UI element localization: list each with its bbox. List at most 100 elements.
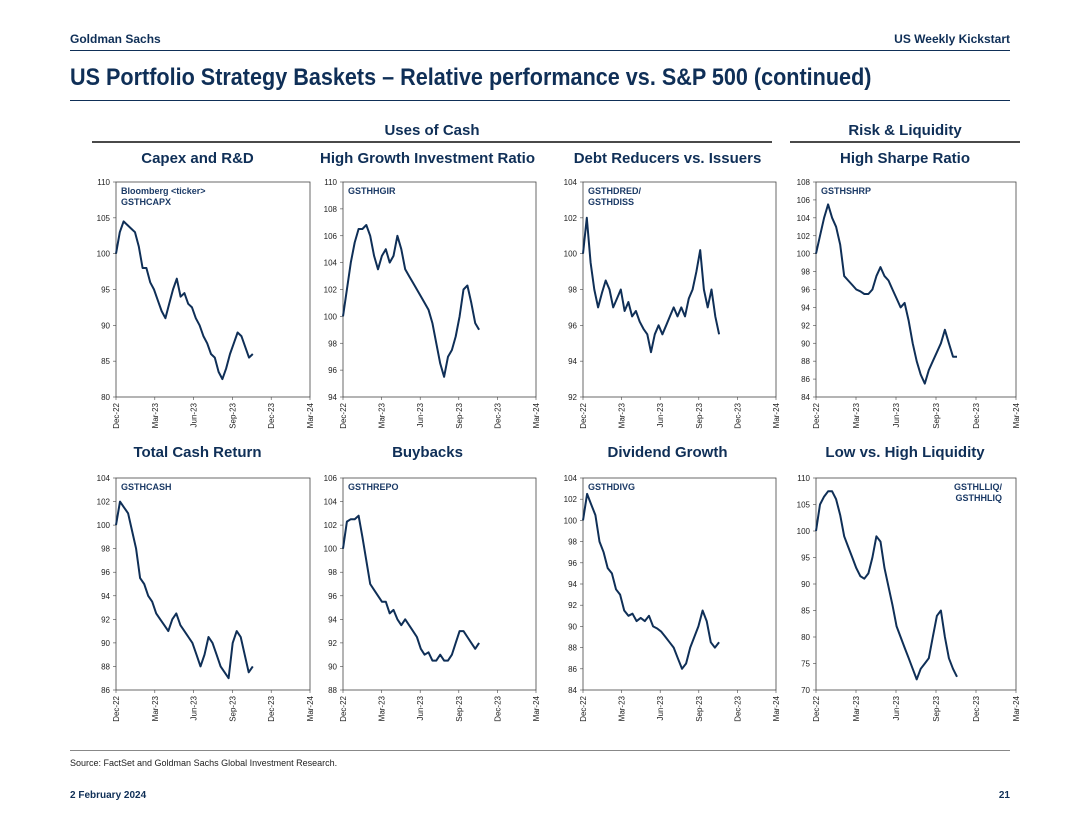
chart-6-xtick-label: Dec-22 bbox=[339, 695, 348, 721]
chart-7-title: Dividend Growth bbox=[607, 444, 728, 461]
chart-6-xtick-label: Mar-23 bbox=[378, 695, 387, 721]
chart-4-ytick-label: 86 bbox=[801, 375, 810, 384]
chart-5-ytick-label: 96 bbox=[101, 568, 110, 577]
group-uses-of-cash: Uses of Cash bbox=[384, 122, 480, 139]
chart-1-ytick-label: 95 bbox=[101, 286, 110, 295]
chart-8-plot-frame bbox=[815, 477, 1017, 691]
chart-5-ytick-label: 100 bbox=[97, 521, 111, 530]
chart-7-svg: 84 86 88 90 92 94 96 98 100 102 104 Dec-22 Mar-23 Jun… bbox=[564, 474, 781, 722]
chart-1-xtick-label: Sep-23 bbox=[228, 402, 237, 428]
chart-5-xtick-label: Mar-23 bbox=[151, 695, 160, 721]
chart-1-xtick-label: Dec-23 bbox=[267, 402, 276, 428]
chart-4-svg: 84 86 88 90 92 94 96 98 100 102 104 106 108 Dec-22 Mar… bbox=[797, 178, 1021, 429]
chart-2-ytick-label: 108 bbox=[324, 205, 338, 214]
chart-5-title: Total Cash Return bbox=[133, 444, 262, 461]
chart-2-series-tag: GSTHHGIR bbox=[348, 186, 396, 196]
chart-1-ytick-label: 105 bbox=[97, 214, 111, 223]
chart-3-series-tag: GSTHDRED/ bbox=[588, 186, 642, 196]
chart-8-ytick-label: 105 bbox=[797, 501, 811, 510]
chart-2-ytick-label: 96 bbox=[328, 366, 337, 375]
chart-2-series-line bbox=[342, 224, 480, 378]
chart-8-xtick-label: Mar-24 bbox=[1012, 695, 1021, 721]
group-risk-liquidity: Risk & Liquidity bbox=[848, 122, 962, 139]
chart-7-ytick-label: 90 bbox=[568, 622, 577, 631]
chart-5-svg: 86 88 90 92 94 96 98 100 102 104 Dec-22 Mar-23 Jun-2… bbox=[97, 474, 315, 722]
chart-6-ytick-label: 102 bbox=[324, 521, 338, 530]
chart-3-series-line bbox=[582, 216, 721, 354]
chart-3-xtick-label: Mar-23 bbox=[618, 402, 627, 428]
chart-6-ytick-label: 104 bbox=[324, 498, 338, 507]
chart-4-series-line bbox=[815, 203, 957, 385]
chart-3-xtick-label: Dec-22 bbox=[579, 402, 588, 428]
chart-7-xtick-label: Dec-22 bbox=[579, 695, 588, 721]
chart-4-xtick-label: Dec-23 bbox=[972, 402, 981, 428]
chart-7-xtick-label: Sep-23 bbox=[695, 695, 704, 721]
chart-4-plot-frame bbox=[815, 181, 1017, 398]
chart-5-xtick-label: Jun-23 bbox=[190, 695, 199, 720]
chart-7-plot-frame bbox=[582, 477, 777, 691]
chart-7-xtick-label: Jun-23 bbox=[656, 695, 665, 720]
chart-5-ytick-label: 102 bbox=[97, 498, 111, 507]
chart-6-series-tag: GSTHREPO bbox=[348, 482, 399, 492]
chart-5-ytick-label: 94 bbox=[101, 592, 110, 601]
chart-3-xtick-label: Sep-23 bbox=[695, 402, 704, 428]
chart-1-svg: 80 85 90 95 100 105 110 Dec-22 Mar-23 Jun-23 Sep-2… bbox=[97, 178, 315, 429]
chart-6-xtick-label: Dec-23 bbox=[493, 695, 502, 721]
chart-3-ytick-label: 100 bbox=[564, 250, 578, 259]
chart-7-ytick-label: 104 bbox=[564, 474, 578, 483]
chart-8-xtick-label: Dec-23 bbox=[972, 695, 981, 721]
chart-6-ytick-label: 96 bbox=[328, 592, 337, 601]
chart-5-ytick-label: 92 bbox=[101, 615, 110, 624]
chart-2-xtick-label: Dec-22 bbox=[339, 402, 348, 428]
source-note: Source: FactSet and Goldman Sachs Global… bbox=[70, 758, 338, 768]
chart-5-series-tag: GSTHCASH bbox=[121, 482, 172, 492]
report-date: 2 February 2024 bbox=[70, 790, 147, 801]
chart-1-ytick-label: 90 bbox=[101, 321, 110, 330]
footer-rule bbox=[70, 750, 1010, 751]
chart-3-ytick-label: 102 bbox=[564, 214, 578, 223]
chart-1-xtick-label: Jun-23 bbox=[190, 402, 199, 427]
chart-4-xtick-label: Jun-23 bbox=[892, 402, 901, 427]
chart-2-svg: 94 96 98 100 102 104 106 108 110 Dec-22 Mar-23 Jun-… bbox=[324, 178, 541, 429]
chart-2-xtick-label: Mar-23 bbox=[378, 402, 387, 428]
chart-6-ytick-label: 100 bbox=[324, 545, 338, 554]
group-risk-liquidity-rule bbox=[790, 141, 1020, 143]
header-report-name: US Weekly Kickstart bbox=[894, 32, 1010, 46]
chart-3-plot-frame bbox=[582, 181, 777, 398]
header-brand: Goldman Sachs bbox=[70, 32, 161, 46]
chart-3-ytick-label: 92 bbox=[568, 393, 577, 402]
chart-7-ytick-label: 86 bbox=[568, 665, 577, 674]
chart-1-ytick-label: 85 bbox=[101, 357, 110, 366]
chart-2-ytick-label: 94 bbox=[328, 393, 337, 402]
chart-8-ytick-label: 70 bbox=[801, 686, 810, 695]
chart-5-ytick-label: 104 bbox=[97, 474, 111, 483]
chart-1-plot-frame bbox=[115, 181, 311, 398]
chart-4-ytick-label: 92 bbox=[801, 321, 810, 330]
chart-3-svg: 92 94 96 98 100 102 104 Dec-22 Mar-23 Jun-23 Sep-2… bbox=[564, 178, 781, 429]
chart-7-ytick-label: 88 bbox=[568, 644, 577, 653]
chart-6-ytick-label: 88 bbox=[328, 686, 337, 695]
chart-1-series-tag: GSTHCAPX bbox=[121, 197, 171, 207]
chart-4-ytick-label: 102 bbox=[797, 232, 811, 241]
chart-4-ytick-label: 98 bbox=[801, 268, 810, 277]
chart-1-ytick-label: 100 bbox=[97, 250, 111, 259]
chart-7-ytick-label: 100 bbox=[564, 516, 578, 525]
chart-1-title: Capex and R&D bbox=[141, 150, 254, 167]
chart-8-ytick-label: 90 bbox=[801, 580, 810, 589]
chart-8-xtick-label: Dec-22 bbox=[812, 695, 821, 721]
chart-3-ytick-label: 98 bbox=[568, 286, 577, 295]
group-uses-of-cash-rule bbox=[92, 141, 772, 143]
chart-4-ytick-label: 90 bbox=[801, 339, 810, 348]
chart-7-xtick-label: Dec-23 bbox=[733, 695, 742, 721]
chart-3-ytick-label: 96 bbox=[568, 321, 577, 330]
chart-8-ytick-label: 85 bbox=[801, 607, 810, 616]
chart-8-xtick-label: Mar-23 bbox=[852, 695, 861, 721]
chart-2-xtick-label: Mar-24 bbox=[532, 402, 541, 428]
chart-2-xtick-label: Dec-23 bbox=[493, 402, 502, 428]
chart-3-xtick-label: Jun-23 bbox=[656, 402, 665, 427]
chart-4-xtick-label: Dec-22 bbox=[812, 402, 821, 428]
chart-5-ytick-label: 88 bbox=[101, 662, 110, 671]
chart-1-xtick-label: Mar-23 bbox=[151, 402, 160, 428]
chart-2-ytick-label: 104 bbox=[324, 259, 338, 268]
chart-7-ytick-label: 94 bbox=[568, 580, 577, 589]
